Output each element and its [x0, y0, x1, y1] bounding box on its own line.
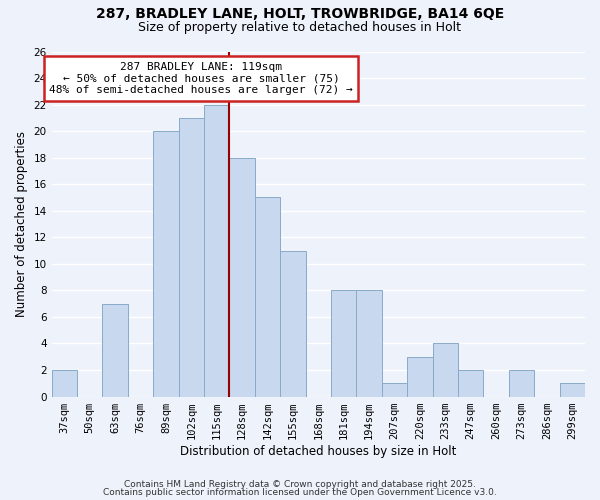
Bar — [179, 118, 204, 396]
Bar — [331, 290, 356, 397]
Text: 287, BRADLEY LANE, HOLT, TROWBRIDGE, BA14 6QE: 287, BRADLEY LANE, HOLT, TROWBRIDGE, BA1… — [96, 8, 504, 22]
Bar — [433, 344, 458, 396]
Bar — [204, 104, 229, 397]
Bar — [255, 198, 280, 396]
Bar — [52, 370, 77, 396]
Bar — [103, 304, 128, 396]
Text: Contains public sector information licensed under the Open Government Licence v3: Contains public sector information licen… — [103, 488, 497, 497]
Text: Size of property relative to detached houses in Holt: Size of property relative to detached ho… — [139, 21, 461, 34]
Bar — [356, 290, 382, 397]
X-axis label: Distribution of detached houses by size in Holt: Distribution of detached houses by size … — [180, 444, 457, 458]
Bar — [458, 370, 484, 396]
Bar — [509, 370, 534, 396]
Text: Contains HM Land Registry data © Crown copyright and database right 2025.: Contains HM Land Registry data © Crown c… — [124, 480, 476, 489]
Bar — [382, 384, 407, 396]
Bar — [229, 158, 255, 396]
Bar — [153, 131, 179, 396]
Bar — [560, 384, 585, 396]
Y-axis label: Number of detached properties: Number of detached properties — [15, 131, 28, 317]
Bar — [280, 250, 305, 396]
Bar — [407, 357, 433, 397]
Text: 287 BRADLEY LANE: 119sqm
← 50% of detached houses are smaller (75)
48% of semi-d: 287 BRADLEY LANE: 119sqm ← 50% of detach… — [49, 62, 353, 95]
